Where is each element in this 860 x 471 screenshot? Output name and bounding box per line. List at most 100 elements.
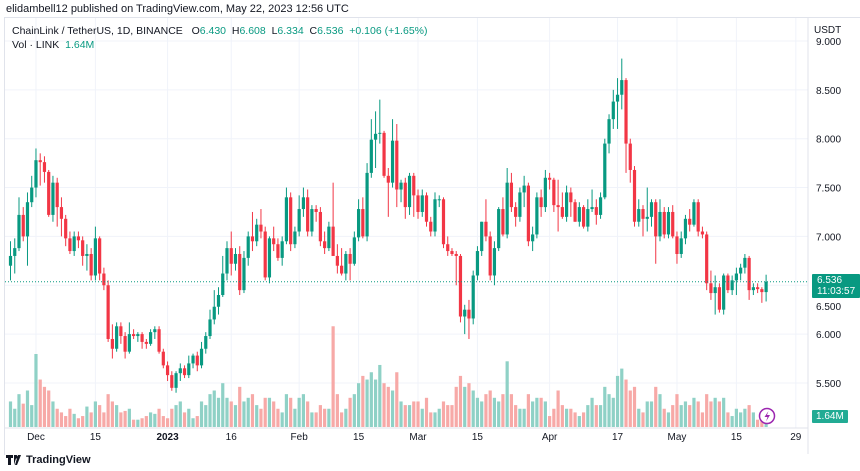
candle-body (760, 289, 764, 293)
volume-bar (734, 408, 738, 427)
candle-body (615, 94, 620, 102)
volume-bar (382, 383, 386, 427)
candle-body (246, 236, 250, 258)
candle-body (560, 207, 564, 217)
open-label: O (191, 25, 200, 37)
price-tick: 7.000 (816, 232, 841, 243)
candle-body (463, 309, 467, 317)
candle-body (81, 240, 85, 256)
alert-button[interactable] (758, 407, 776, 425)
volume-bar (692, 397, 696, 427)
volume-bar (675, 394, 679, 427)
candle-body (509, 182, 514, 208)
volume-bar (187, 408, 191, 427)
candle-body (382, 132, 386, 176)
candles (5, 58, 808, 393)
volume-bar (352, 394, 356, 427)
price-tick: 5.500 (816, 379, 841, 390)
volume-bar (68, 408, 72, 427)
volume-bar (340, 412, 344, 427)
volume-bar (356, 383, 361, 427)
candle-body (577, 207, 581, 222)
volume-bar (543, 401, 547, 427)
candle-body (705, 234, 709, 284)
candle-body (416, 195, 420, 212)
candle-body (683, 218, 688, 239)
candle-body (437, 199, 441, 201)
volume-bar (429, 412, 433, 427)
volume-bar (17, 394, 21, 427)
time-tick: Dec (27, 432, 45, 443)
footer-brand[interactable]: TradingView (6, 454, 91, 466)
volume-bar (81, 416, 85, 427)
volume-bar (344, 408, 348, 427)
candle-body (395, 140, 399, 190)
time-tick: 29 (790, 432, 802, 443)
volume-bar (289, 397, 293, 427)
candle-body (412, 175, 416, 196)
candle-body (756, 287, 760, 290)
volume-bar (505, 361, 509, 427)
volume-bar (8, 401, 13, 427)
close-value: 6.536 (317, 25, 344, 37)
candle-body (671, 211, 675, 237)
candle-body (301, 197, 306, 210)
volume-bar (641, 412, 645, 427)
volume-bar (212, 390, 216, 427)
time-tick: 15 (731, 432, 743, 443)
volume-bar (615, 375, 620, 427)
candle-body (535, 197, 539, 235)
candle-body (645, 216, 649, 219)
volume-bar (700, 412, 705, 427)
volume-bar (424, 397, 429, 427)
volume-bar (30, 405, 34, 427)
candle-body (480, 221, 484, 252)
time-tick: Apr (542, 432, 558, 443)
volume-bar (649, 401, 654, 427)
candle-body (310, 209, 314, 232)
candle-body (348, 253, 352, 264)
price-tick: 6.000 (816, 330, 841, 341)
candle-body (127, 334, 131, 352)
candle-body (373, 133, 378, 140)
candle-body (488, 236, 492, 276)
volume-bar (38, 379, 42, 427)
tradingview-logo-icon (6, 455, 21, 465)
volume-bar (497, 401, 501, 427)
candle-body (356, 209, 361, 238)
volume-bar (471, 390, 475, 427)
volume-bar (323, 408, 327, 427)
volume-bar (688, 405, 692, 427)
candle-body (233, 253, 238, 264)
candle-body (628, 143, 632, 170)
price-tick: 8.500 (816, 86, 841, 97)
volume-bar (195, 416, 199, 427)
candle-body (603, 143, 607, 198)
candle-body (212, 306, 216, 320)
candle-body (102, 273, 106, 286)
volume-bar (730, 416, 734, 427)
candle-body (441, 199, 446, 245)
high-label: H (231, 25, 240, 37)
candle-body (208, 319, 212, 337)
symbol-title[interactable]: ChainLink / TetherUS, 1D, BINANCE (12, 25, 183, 37)
volume-bar (679, 405, 683, 427)
volume-bar (454, 386, 458, 427)
volume-bar (284, 394, 289, 427)
candle-body (662, 211, 666, 235)
candle-body (564, 192, 569, 217)
candle-body (531, 234, 535, 242)
candle-body (85, 253, 89, 256)
candle-body (204, 336, 208, 349)
volume-bar (25, 390, 30, 427)
volume-bar (297, 397, 301, 427)
candle-body (692, 202, 696, 225)
candle-body (148, 332, 153, 344)
volume-bar (560, 405, 564, 427)
volume-bar (407, 405, 412, 427)
volume-bar (577, 416, 581, 427)
volume-bar (624, 379, 628, 427)
candle-body (675, 236, 679, 254)
volume-bar (182, 412, 187, 427)
